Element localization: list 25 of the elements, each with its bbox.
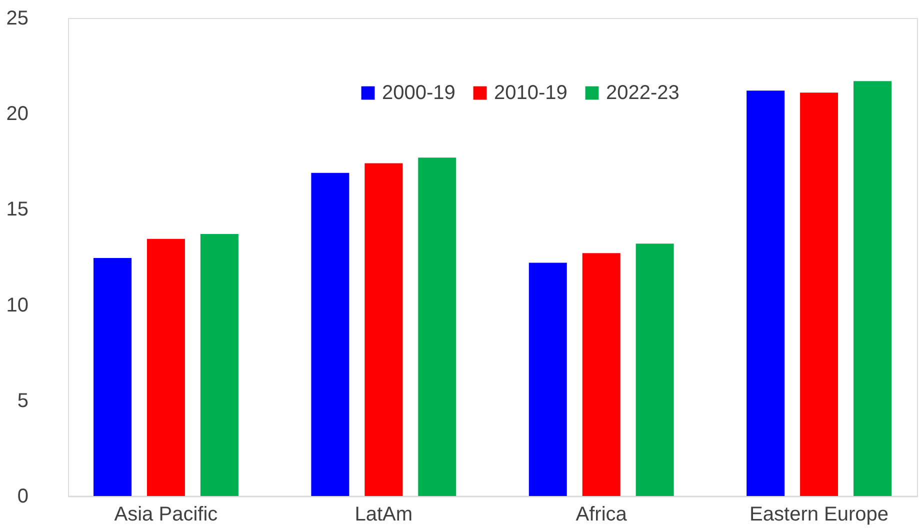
legend-label: 2000-19 xyxy=(382,82,456,104)
bar xyxy=(746,90,785,496)
bar xyxy=(364,163,403,496)
y-tick-label: 5 xyxy=(17,390,28,412)
bar xyxy=(582,253,620,496)
x-tick-label: Africa xyxy=(576,504,628,526)
bar xyxy=(146,238,185,496)
y-tick-label: 10 xyxy=(6,294,28,316)
x-tick-label: LatAm xyxy=(354,504,413,526)
x-tick-label: Asia Pacific xyxy=(114,504,218,526)
bar xyxy=(418,158,456,496)
y-tick-label: 15 xyxy=(6,198,28,221)
bar xyxy=(311,172,350,496)
legend-label: 2010-19 xyxy=(494,82,568,104)
y-tick-label: 20 xyxy=(6,103,28,126)
bar xyxy=(528,262,567,496)
y-tick-label: 0 xyxy=(17,486,28,508)
bar xyxy=(636,244,674,496)
x-tick-label: Eastern Europe xyxy=(750,504,889,526)
bar xyxy=(200,234,238,496)
bar xyxy=(800,92,838,496)
legend-label: 2022-23 xyxy=(606,82,680,104)
bar xyxy=(93,258,132,496)
y-tick-label: 25 xyxy=(6,8,28,30)
bar xyxy=(854,81,892,496)
